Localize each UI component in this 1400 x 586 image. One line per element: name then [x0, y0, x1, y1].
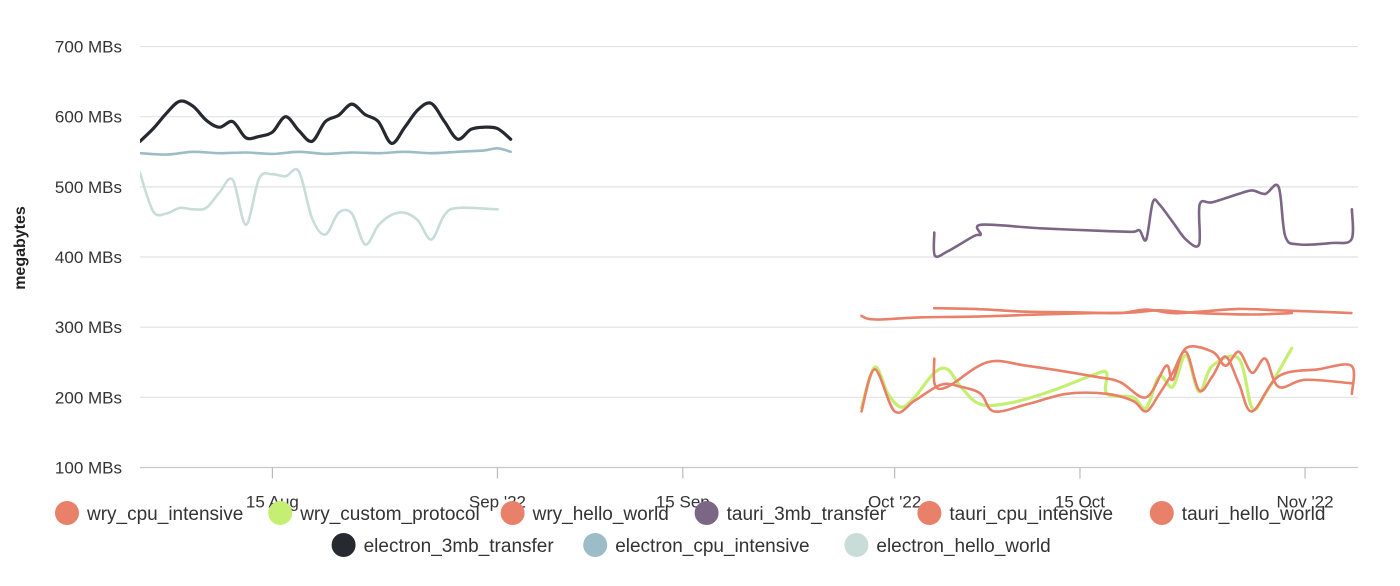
gridlines [140, 45, 1358, 469]
series-line-tauri-cpu-intensive [933, 306, 1353, 315]
legend: wry_cpu_intensive wry_custom_protocol wry_… [55, 501, 1325, 557]
series-lines [140, 99, 1356, 414]
y-tick-label: 500 MBs [55, 178, 122, 197]
y-tick-label: 600 MBs [55, 108, 122, 127]
legend-marker [331, 533, 356, 557]
legend-label: wry_custom_protocol [299, 504, 480, 525]
x-tick-label: Nov '22 [1276, 492, 1333, 511]
legend-label: electron_hello_world [876, 536, 1050, 557]
y-tick-label: 300 MBs [55, 318, 122, 337]
y-tick-label: 100 MBs [55, 458, 122, 477]
legend-item-wry-hello-world[interactable]: wry_hello_world [500, 501, 669, 525]
legend-marker [1149, 501, 1174, 525]
x-tick-label: Oct '22 [868, 492, 921, 511]
legend-marker [694, 501, 719, 525]
y-tick-labels: 100 MBs 200 MBs 300 MBs 400 MBs 500 MBs 600 M… [55, 38, 122, 478]
legend-marker [55, 501, 79, 525]
series-line-wry-hello-world [860, 350, 1356, 414]
legend-item-electron-3mb-transfer[interactable]: electron_3mb_transfer [331, 533, 555, 557]
series-line-wry-custom-protocol [859, 346, 1294, 412]
legend-item-tauri-3mb-transfer[interactable]: tauri_3mb_transfer [694, 501, 887, 525]
legend-label: tauri_3mb_transfer [727, 504, 887, 525]
series-line-electron-cpu-intensive [140, 146, 512, 156]
legend-label: wry_hello_world [532, 504, 669, 525]
y-tick-label: 400 MBs [55, 248, 122, 267]
legend-item-electron-hello-world[interactable]: electron_hello_world [844, 533, 1051, 557]
legend-item-tauri-hello-world[interactable]: tauri_hello_world [1149, 501, 1326, 525]
legend-label: wry_cpu_intensive [86, 504, 243, 525]
x-tick-labels: 15 Aug Sep '22 15 Sep Oct '22 15 Oct Nov '22 [246, 467, 1334, 511]
legend-marker [268, 501, 293, 525]
legend-label: electron_cpu_intensive [615, 536, 809, 557]
legend-marker [917, 501, 942, 525]
y-tick-label: 700 MBs [55, 38, 122, 57]
y-tick-label: 200 MBs [55, 388, 122, 407]
x-tick-label: 15 Oct [1055, 492, 1105, 511]
legend-marker [844, 533, 869, 557]
series-line-wry-cpu-intensive [860, 308, 1294, 321]
legend-item-tauri-cpu-intensive[interactable]: tauri_cpu_intensive [917, 501, 1113, 525]
series-line-electron-3mb-transfer [140, 99, 513, 145]
series-line-electron-hello-world [140, 167, 499, 246]
legend-item-wry-custom-protocol[interactable]: wry_custom_protocol [268, 501, 480, 525]
legend-label: tauri_cpu_intensive [949, 504, 1113, 525]
y-axis-title: megabytes [12, 206, 29, 290]
legend-marker [583, 533, 608, 557]
legend-label: tauri_hello_world [1182, 504, 1326, 525]
legend-label: electron_3mb_transfer [364, 536, 555, 557]
series-line-tauri-hello-world [932, 345, 1353, 399]
legend-item-electron-cpu-intensive[interactable]: electron_cpu_intensive [583, 533, 810, 557]
series-line-tauri-3mb-transfer [932, 183, 1355, 259]
legend-item-wry-cpu-intensive[interactable]: wry_cpu_intensive [55, 501, 243, 525]
legend-marker [500, 501, 525, 525]
x-tick-label: 15 Sep [656, 492, 710, 511]
